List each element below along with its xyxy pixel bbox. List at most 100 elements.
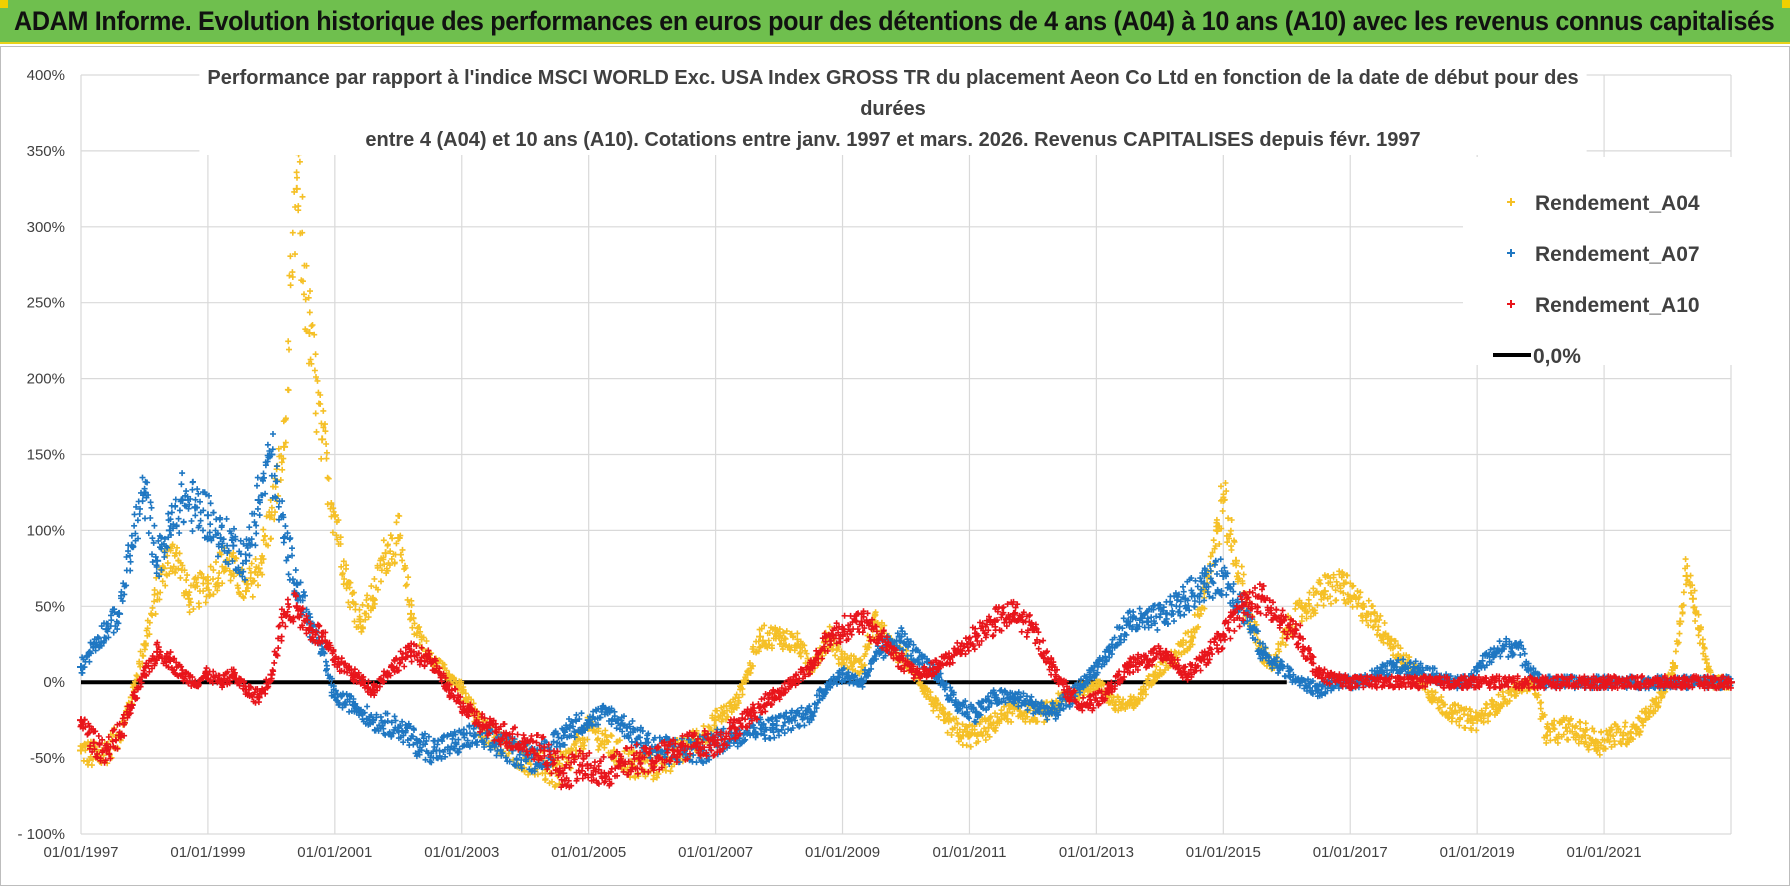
x-tick-label: 01/01/2009: [805, 844, 880, 861]
data-point: [806, 663, 815, 672]
data-point: [89, 640, 98, 649]
data-point: [933, 663, 942, 672]
chart-title-block: Performance par rapport à l'indice MSCI …: [199, 59, 1587, 155]
data-point: [1295, 632, 1304, 641]
data-point: [330, 693, 339, 702]
data-point: [838, 670, 847, 679]
data-point: [77, 746, 85, 755]
data-point: [280, 442, 289, 451]
data-point: [711, 738, 720, 747]
data-point: [483, 723, 492, 732]
data-point: [242, 556, 250, 565]
y-tick-label: 400%: [27, 67, 65, 84]
data-point: [203, 579, 212, 588]
data-point: [305, 329, 314, 338]
data-point: [153, 556, 162, 565]
banner-corner-right: [1782, 0, 1790, 8]
data-point: [229, 541, 238, 550]
data-point: [984, 723, 993, 732]
data-point: [318, 647, 327, 656]
data-point: [280, 609, 289, 618]
data-point: [1358, 602, 1367, 611]
x-tick-label: 01/01/2017: [1313, 844, 1388, 861]
data-point: [292, 579, 301, 588]
data-point: [787, 678, 796, 687]
data-point: [89, 738, 98, 747]
data-point: [749, 723, 758, 732]
data-point: [952, 700, 961, 709]
x-tick-label: 01/01/2013: [1059, 844, 1134, 861]
data-point: [1200, 579, 1209, 588]
data-point: [216, 533, 225, 542]
data-point: [1428, 693, 1437, 702]
data-point: [1232, 556, 1240, 565]
data-point: [292, 184, 301, 193]
data-point: [838, 625, 847, 634]
data-point: [1606, 731, 1615, 740]
data-point: [1003, 708, 1012, 717]
data-point: [654, 754, 663, 763]
legend-item: Rendement_A07: [1507, 243, 1700, 266]
data-point: [921, 685, 930, 694]
legend-background: [1463, 157, 1733, 365]
data-point: [464, 708, 473, 717]
data-point: [1301, 602, 1310, 611]
data-point: [838, 655, 847, 664]
data-point: [1701, 655, 1710, 664]
data-point: [895, 632, 904, 641]
y-tick-label: 150%: [27, 447, 65, 464]
data-point: [940, 716, 949, 725]
data-point: [1086, 700, 1095, 709]
data-point: [330, 655, 339, 664]
data-point: [743, 670, 752, 679]
y-tick-label: 200%: [27, 371, 65, 388]
chart-title-line-2: durées: [860, 98, 926, 120]
data-point: [749, 708, 758, 717]
y-tick-label: - 100%: [17, 826, 65, 843]
data-point: [445, 670, 454, 679]
data-point: [521, 738, 530, 747]
data-point: [578, 761, 587, 770]
x-tick-label: 01/01/2011: [932, 844, 1006, 861]
data-point: [914, 670, 923, 679]
data-point: [1028, 625, 1037, 634]
data-point: [730, 700, 739, 709]
data-point: [597, 769, 606, 778]
data-point: [622, 723, 631, 732]
data-point: [692, 738, 701, 747]
data-point: [1492, 647, 1501, 656]
data-point: [1676, 617, 1685, 626]
data-point: [965, 731, 974, 740]
data-point: [153, 647, 162, 656]
data-point: [990, 693, 999, 702]
legend-label: Rendement_A04: [1535, 192, 1700, 215]
data-point: [1473, 716, 1482, 725]
series-Rendement_A10: [77, 581, 1735, 791]
data-point: [825, 678, 834, 687]
data-point: [1105, 685, 1114, 694]
data-point: [140, 640, 149, 649]
data-point: [432, 746, 441, 755]
data-point: [1473, 663, 1482, 672]
data-point: [254, 564, 263, 573]
data-point: [1339, 579, 1348, 588]
data-point: [1086, 670, 1095, 679]
y-tick-label: 350%: [27, 143, 65, 160]
data-point: [356, 617, 365, 626]
data-point: [1727, 678, 1735, 687]
legend-item: Rendement_A10: [1507, 294, 1700, 317]
y-tick-label: 300%: [27, 219, 65, 236]
data-point: [565, 723, 574, 732]
data-point: [857, 678, 866, 687]
data-point: [1047, 663, 1056, 672]
data-point: [1219, 571, 1228, 580]
y-tick-label: 50%: [35, 598, 65, 615]
data-point: [242, 587, 250, 596]
data-point: [1371, 617, 1380, 626]
data-point: [102, 746, 111, 755]
data-point: [1346, 678, 1355, 687]
data-point: [451, 738, 460, 747]
data-point: [305, 625, 314, 634]
scatter-points-Rendement_A10: [77, 581, 1734, 791]
data-point: [318, 632, 327, 641]
